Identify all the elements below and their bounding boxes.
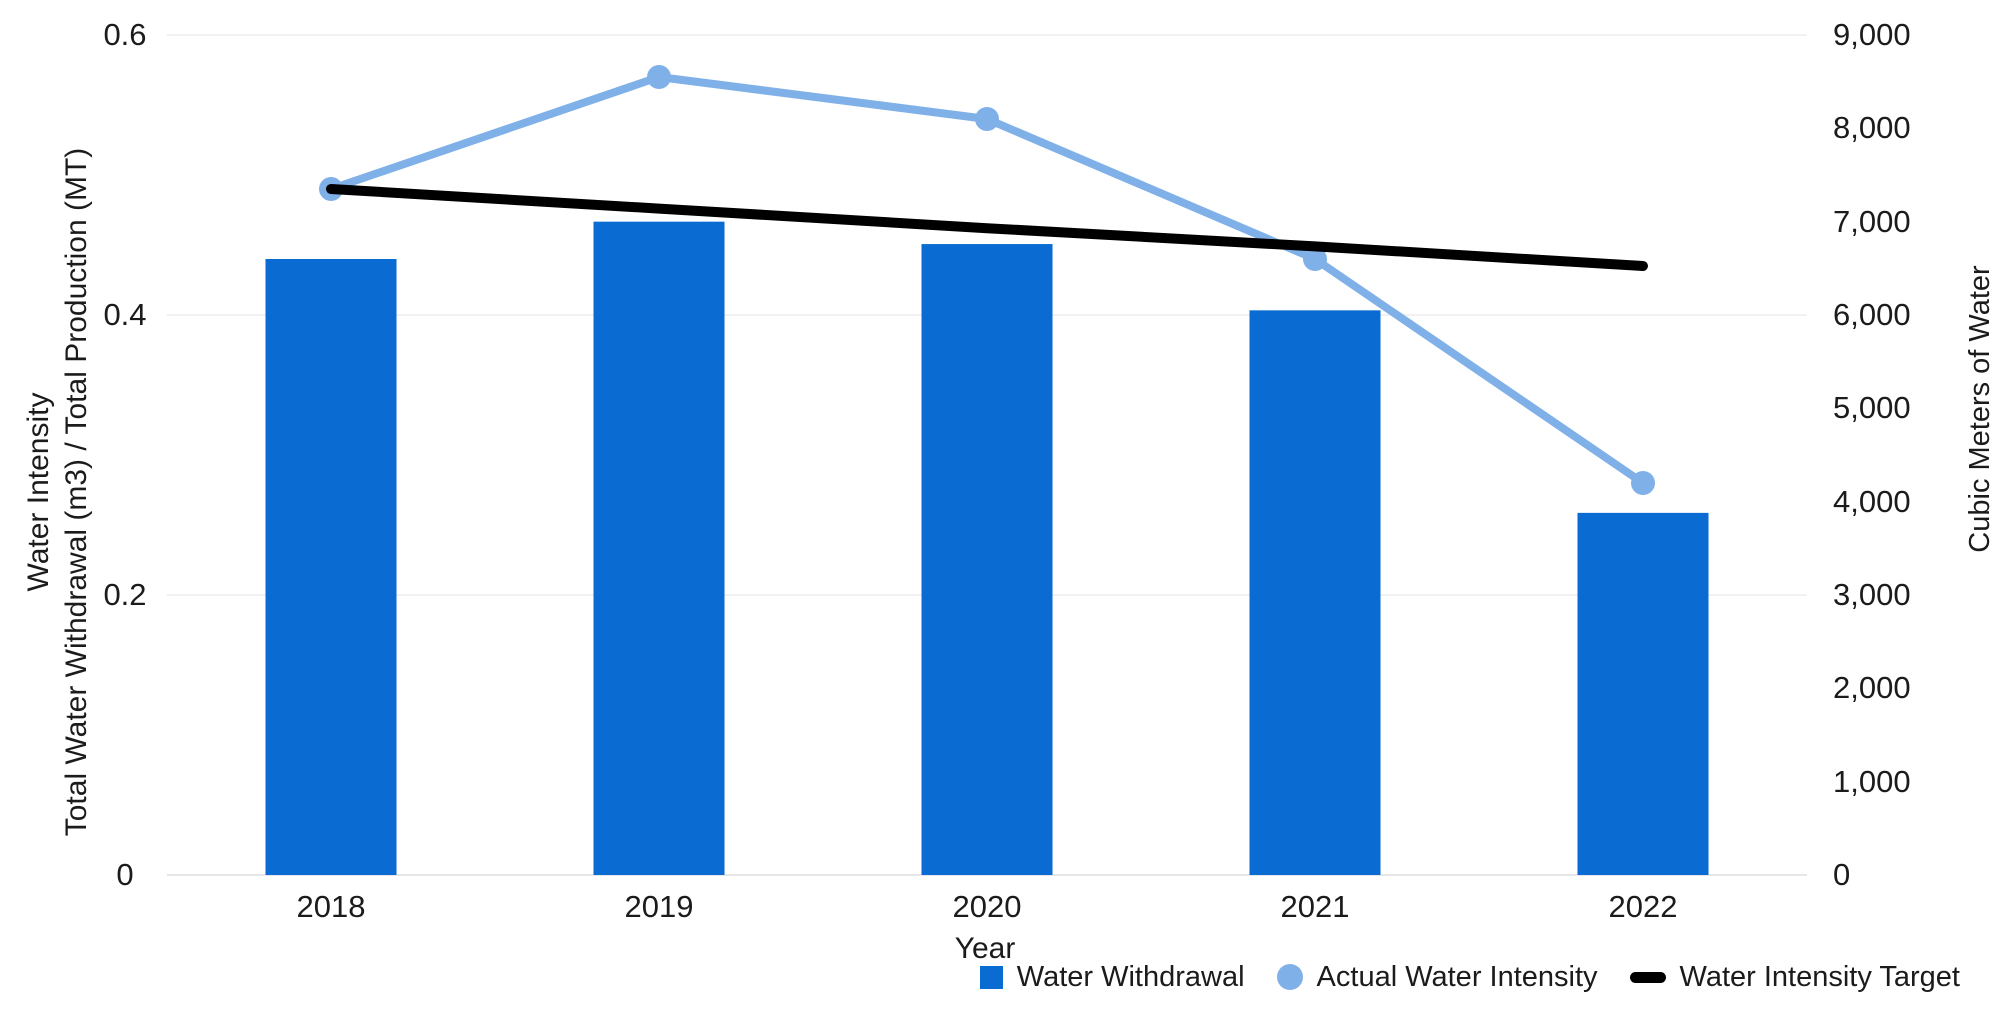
bar-2020: [921, 244, 1053, 876]
left-axis-tick-label: 0.2: [103, 577, 147, 612]
right-axis-tick-label: 8,000: [1833, 110, 1911, 146]
bar-2021: [1249, 310, 1381, 875]
legend-label: Water Intensity Target: [1679, 961, 1960, 993]
legend-item-water-intensity-target: Water Intensity Target: [1629, 959, 1960, 995]
left-axis-tick-label: 0: [116, 857, 134, 892]
right-axis-tick-label: 7,000: [1833, 203, 1911, 239]
right-axis-tick-label: 0: [1833, 857, 1851, 892]
right-axis-tick-label: 3,000: [1833, 577, 1911, 612]
left-axis-tick-label: 0.4: [103, 297, 147, 332]
x-axis-title: Year: [954, 932, 1016, 965]
left-axis-tick-label: 0.6: [103, 17, 147, 52]
right-axis-title: Cubic Meters of Water: [1964, 265, 1996, 553]
bar-2018: [265, 259, 397, 875]
right-axis-tick-label: 9,000: [1833, 17, 1911, 52]
left-axis-title-line2: Total Water Withdrawal (m3) / Total Prod…: [60, 147, 93, 837]
bar-swatch-icon: [979, 965, 1003, 989]
actual-intensity-point-2022: [1631, 471, 1655, 495]
right-axis-tick-label: 4,000: [1833, 483, 1911, 519]
x-axis-tick-label: 2019: [624, 889, 694, 924]
legend-item-actual-water-intensity: Actual Water Intensity: [1276, 959, 1598, 995]
legend-label: Water Withdrawal: [1016, 961, 1245, 993]
actual-intensity-point-2019: [647, 65, 671, 89]
right-axis-tick-label: 2,000: [1833, 670, 1911, 706]
x-axis-tick-label: 2018: [296, 889, 366, 924]
left-axis-title: Water Intensity Total Water Withdrawal (…: [20, 42, 96, 942]
right-axis-tick-label: 6,000: [1833, 297, 1911, 332]
bar-2019: [593, 221, 725, 875]
x-axis-tick-label: 2021: [1280, 889, 1350, 924]
legend: Water Withdrawal Actual Water Intensity …: [979, 959, 1960, 995]
dash-swatch-icon: [1629, 971, 1666, 983]
actual-intensity-point-2020: [975, 107, 999, 131]
right-axis-tick-label: 5,000: [1833, 390, 1911, 426]
right-axis-tick-label: 1,000: [1833, 763, 1911, 799]
actual-intensity-point-2021: [1303, 247, 1327, 271]
legend-item-water-withdrawal: Water Withdrawal: [979, 959, 1245, 995]
target-intensity-line: [326, 184, 1648, 271]
left-axis-title-line1: Water Intensity: [22, 392, 55, 592]
legend-label: Actual Water Intensity: [1316, 961, 1598, 993]
bar-2022: [1577, 512, 1709, 875]
x-axis-tick-label: 2022: [1608, 889, 1678, 924]
circle-swatch-icon: [1276, 964, 1303, 990]
x-axis-tick-label: 2020: [952, 889, 1022, 924]
